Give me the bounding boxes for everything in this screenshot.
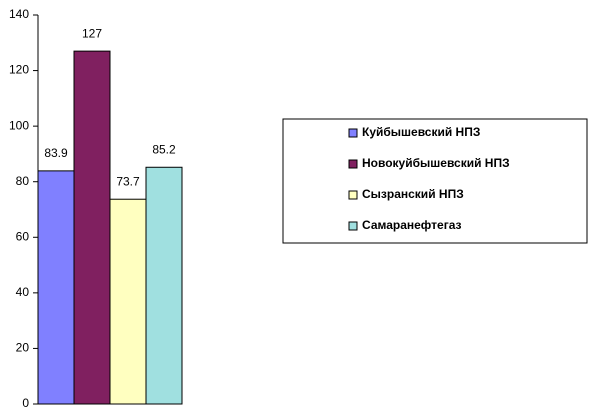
value-label: 85.2	[152, 142, 176, 156]
legend-swatch	[348, 190, 358, 200]
bar	[109, 198, 147, 405]
legend-label: Сызранский НПЗ	[362, 187, 464, 201]
legend-box	[282, 118, 588, 244]
y-tick-label: 40	[16, 285, 30, 299]
y-tick-label: 60	[16, 229, 30, 243]
value-label: 73.7	[116, 174, 140, 188]
value-label: 127	[82, 26, 102, 40]
legend-swatch	[348, 221, 358, 231]
bar	[73, 50, 111, 405]
bar	[145, 166, 183, 405]
y-tick-label: 120	[9, 63, 29, 77]
bar	[37, 170, 75, 405]
value-label: 83.9	[44, 146, 68, 160]
legend-label: Самаранефтегаз	[362, 218, 462, 232]
y-tick-label: 20	[16, 341, 30, 355]
legend-swatch	[348, 128, 358, 138]
legend-label: Куйбышевский НПЗ	[362, 125, 480, 139]
y-tick-label: 140	[9, 7, 29, 21]
y-tick-label: 80	[16, 174, 30, 188]
legend-swatch	[348, 159, 358, 169]
y-tick-label: 100	[9, 118, 29, 132]
y-tick-label: 0	[22, 396, 29, 410]
legend-label: Новокуйбышевский НПЗ	[362, 156, 510, 170]
